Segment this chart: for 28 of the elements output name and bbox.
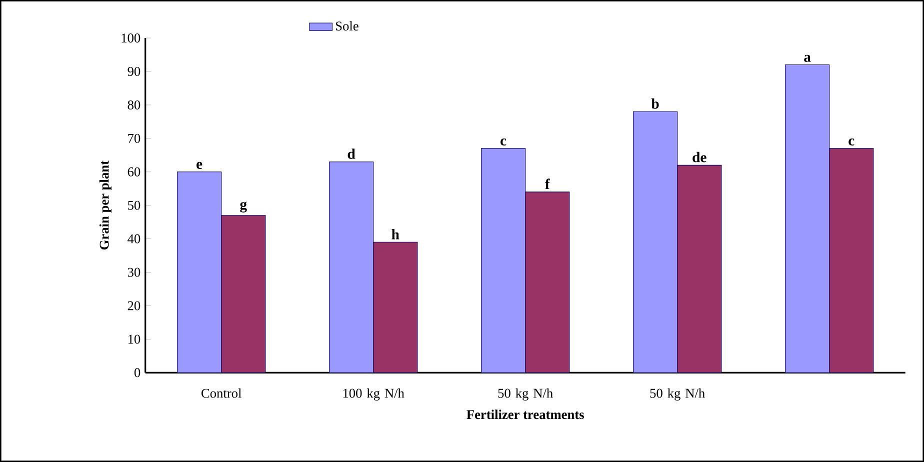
y-axis-title: Grain per plant bbox=[99, 160, 112, 250]
x-tick-label: 50 kg N/h bbox=[650, 388, 705, 401]
legend-label: Sole bbox=[336, 21, 358, 31]
x-tick-label: 50 kg N/h bbox=[498, 388, 553, 401]
y-tick-label: 20 bbox=[128, 301, 140, 310]
data-label: b bbox=[651, 98, 659, 109]
y-tick-label: 80 bbox=[128, 100, 140, 110]
y-tick-label: 70 bbox=[128, 134, 140, 143]
y-tick-label: 60 bbox=[128, 167, 140, 176]
data-label: c bbox=[848, 138, 854, 146]
data-label: d bbox=[348, 148, 356, 159]
y-tick-label: 100 bbox=[122, 34, 140, 42]
y-tick-label: 30 bbox=[128, 268, 140, 277]
y-tick-label: 10 bbox=[128, 334, 140, 344]
y-tick-label: 50 bbox=[128, 200, 140, 210]
y-tick-label: 40 bbox=[128, 234, 140, 244]
data-label: g bbox=[240, 202, 247, 212]
y-tick-label: 0 bbox=[134, 368, 140, 378]
data-label: h bbox=[392, 229, 400, 240]
x-axis-title: Fertilizer treatments bbox=[466, 410, 584, 420]
data-label: c bbox=[500, 138, 506, 146]
data-label: f bbox=[545, 178, 550, 190]
x-tick-label: 100 kg N/h bbox=[343, 388, 404, 401]
data-label: de bbox=[692, 152, 706, 162]
x-tick-label: Control bbox=[202, 388, 242, 398]
data-label: e bbox=[196, 162, 202, 169]
data-label: a bbox=[804, 54, 811, 62]
y-tick-label: 90 bbox=[128, 66, 140, 76]
